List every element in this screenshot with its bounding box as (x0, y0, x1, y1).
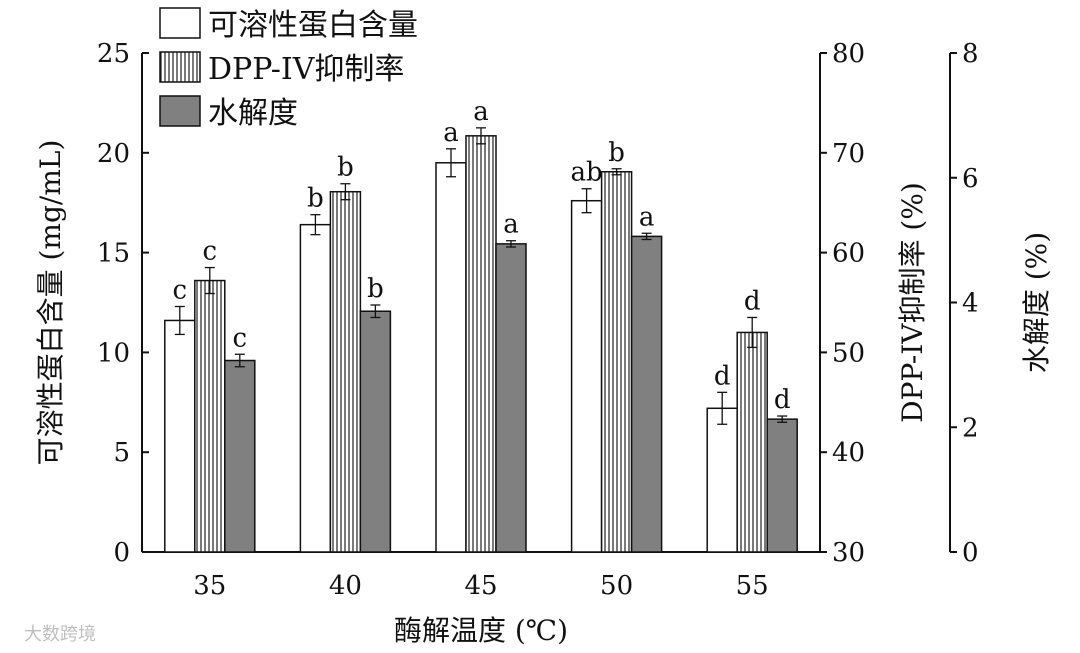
right1-tick-label: 40 (832, 438, 865, 468)
axes-layer: 0 5 10 15 20 25 30 40 50 60 70 80 0 2 4 6 8 可溶性蛋白含量 (mg/m… (34, 39, 1053, 647)
legend-swatch (159, 95, 201, 127)
right1-tick-label: 70 (832, 139, 865, 169)
bar (164, 319, 196, 553)
left-tick-label: 10 (97, 338, 130, 368)
significance-label: a (443, 118, 459, 148)
bar (600, 171, 633, 553)
right1-tick-label: 60 (832, 239, 865, 269)
legend-label: 可溶性蛋白含量 (208, 8, 418, 43)
bar (194, 279, 226, 553)
significance-label: d (744, 286, 761, 316)
bar (299, 223, 332, 553)
left-tick-label: 20 (97, 139, 130, 169)
significance-label: c (233, 323, 248, 353)
significance-label: b (367, 274, 384, 304)
bar (706, 407, 738, 553)
x-tick-label: 45 (464, 571, 497, 601)
significance-label: b (608, 138, 625, 168)
legend-swatch (159, 51, 201, 83)
right1-tick-label: 50 (832, 338, 865, 368)
right1-tick-label: 30 (832, 538, 865, 568)
watermark-text: 大数跨境 (24, 624, 96, 645)
significance-label: c (173, 275, 188, 305)
left-tick-label: 25 (97, 39, 130, 69)
bar (495, 243, 527, 553)
right2-tick-label: 0 (962, 538, 979, 568)
significance-label: c (203, 237, 218, 267)
x-tick-label: 55 (736, 571, 769, 601)
right2-tick-label: 6 (962, 164, 979, 194)
bar (630, 235, 663, 553)
right2-tick-label: 2 (962, 413, 979, 443)
left-axis-title: 可溶性蛋白含量 (mg/mL) (34, 140, 67, 466)
legend-label: DPP-IV抑制率 (208, 52, 404, 87)
left-tick-label: 15 (97, 239, 130, 269)
x-axis-title: 酶解温度 (℃) (394, 614, 568, 647)
significance-label: a (473, 97, 489, 127)
bar (736, 331, 768, 553)
significance-label: b (307, 184, 324, 214)
significance-label: d (714, 361, 731, 391)
legend-swatch (159, 7, 201, 39)
significance-label: d (774, 385, 791, 415)
right1-axis-title: DPP-IV抑制率 (%) (896, 182, 929, 423)
significance-label: b (337, 153, 354, 183)
left-tick-label: 0 (113, 538, 130, 568)
significance-label: ab (571, 158, 603, 188)
significance-label: a (503, 210, 519, 240)
bar (224, 359, 256, 553)
bar (435, 162, 467, 553)
significance-label: a (639, 202, 655, 232)
x-tick-label: 40 (329, 571, 362, 601)
right2-tick-label: 8 (962, 39, 979, 69)
right2-tick-label: 4 (962, 289, 979, 319)
bar (465, 135, 497, 553)
left-tick-label: 5 (113, 438, 130, 468)
bar (359, 310, 392, 553)
bar (766, 418, 798, 553)
bar (570, 199, 603, 553)
x-tick-label: 35 (193, 571, 226, 601)
bar (329, 190, 362, 553)
right1-tick-label: 80 (832, 39, 865, 69)
right2-axis-title: 水解度 (%) (1020, 232, 1053, 373)
bars-layer (164, 127, 798, 553)
x-tick-label: 50 (600, 571, 633, 601)
legend-label: 水解度 (208, 96, 298, 131)
